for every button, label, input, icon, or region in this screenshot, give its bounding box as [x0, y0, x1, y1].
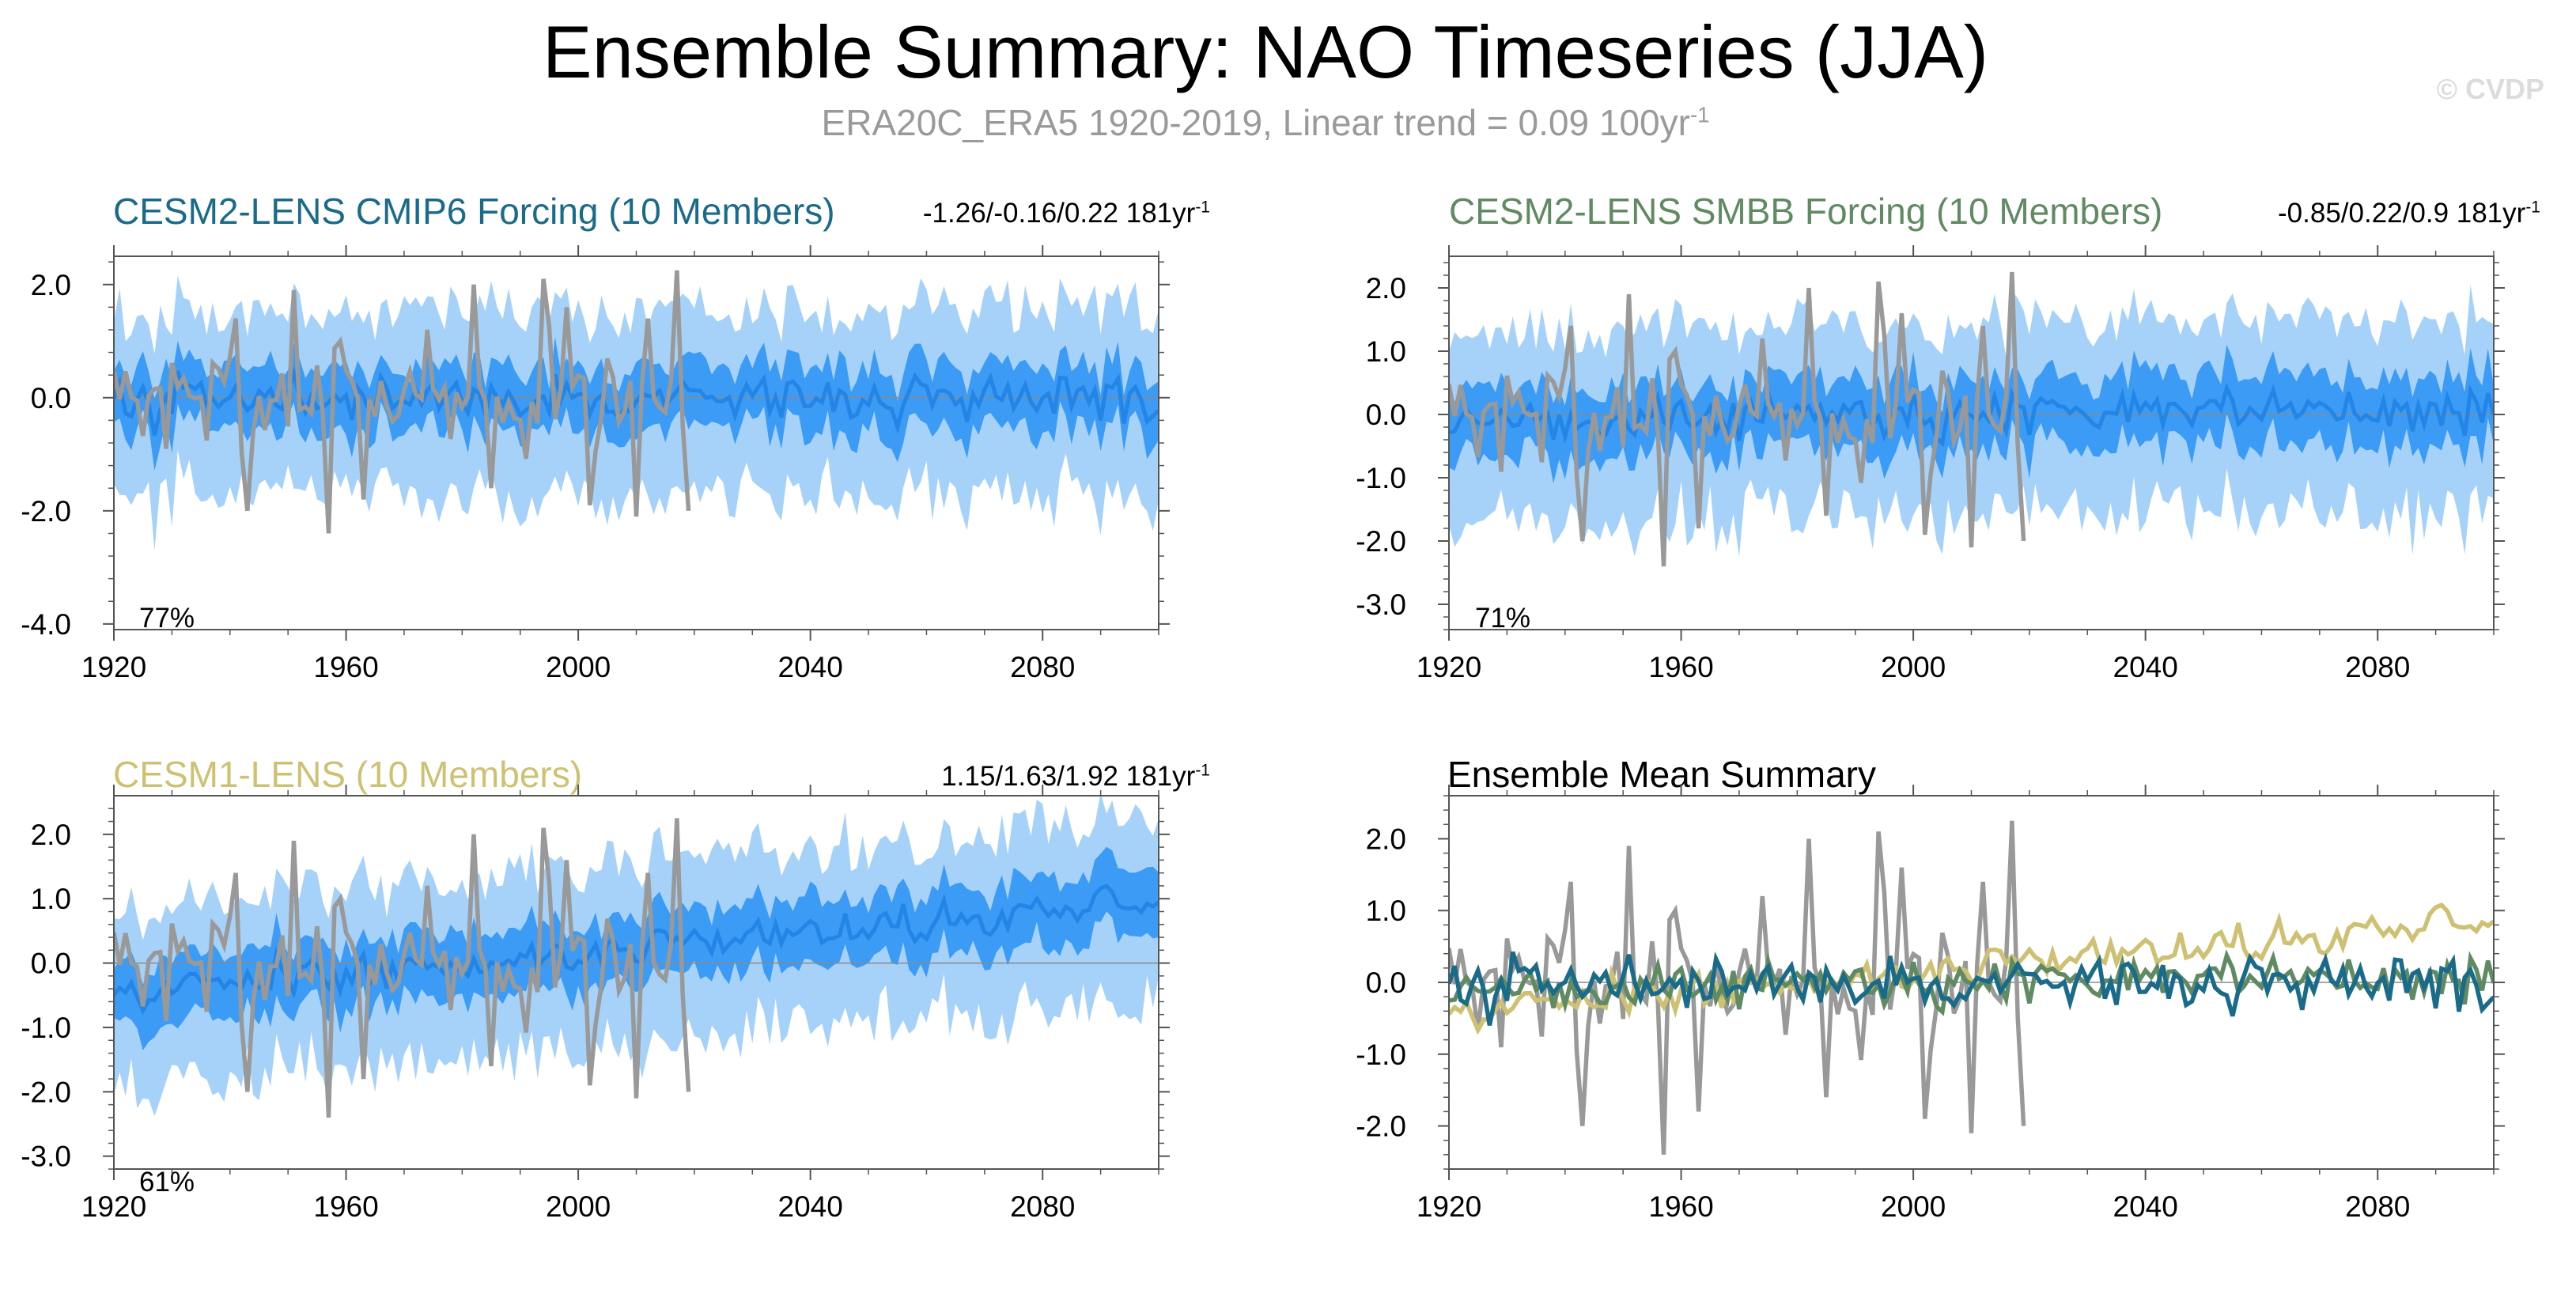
x-tick-label-smbb-2040: 2040	[2113, 651, 2178, 683]
figure-subtitle: ERA20C_ERA5 1920-2019, Linear trend = 0.…	[0, 101, 2531, 144]
y-tick-label-lens1-2: 0.0	[31, 948, 71, 980]
x-tick-label-lens1-2040: 2040	[778, 1190, 843, 1223]
y-tick-label-smbb-1: 1.0	[1366, 335, 1406, 368]
panel-percent-cmip6: 77%	[139, 603, 195, 634]
mean-line-lens1	[1449, 902, 2494, 1035]
panel-trend-lens1: 1.15/1.63/1.92 181yr-1	[941, 761, 1210, 793]
y-tick-label-cmip6-2: -2.0	[21, 495, 71, 528]
x-tick-label-lens1-2080: 2080	[1010, 1190, 1075, 1223]
y-tick-label-smbb-4: -2.0	[1356, 525, 1406, 558]
cvdp-watermark: © CVDP	[2436, 73, 2544, 105]
x-tick-label-lens1-2000: 2000	[546, 1190, 611, 1223]
x-tick-label-summary-2040: 2040	[2113, 1190, 2178, 1223]
mean-line-cmip6	[1449, 951, 2494, 1026]
y-tick-label-lens1-0: 2.0	[31, 819, 71, 851]
panel-title-lens1: CESM1-LENS (10 Members)	[113, 754, 583, 795]
panel-trend-smbb-text: -0.85/0.22/0.9 181yr	[2278, 198, 2526, 229]
panel-trend-lens1-text: 1.15/1.63/1.92 181yr	[941, 761, 1196, 792]
y-tick-label-smbb-3: -1.0	[1356, 462, 1406, 494]
y-tick-label-smbb-0: 2.0	[1366, 272, 1406, 305]
panel-trend-smbb-exponent: -1	[2525, 198, 2540, 217]
y-tick-label-smbb-2: 0.0	[1366, 399, 1406, 431]
observed-line-lens1	[114, 818, 691, 1118]
observed-line-cmip6	[114, 270, 691, 534]
figure-subtitle-text: ERA20C_ERA5 1920-2019, Linear trend = 0.…	[821, 102, 1690, 143]
x-tick-label-summary-1920: 1920	[1417, 1190, 1481, 1223]
x-tick-label-cmip6-2080: 2080	[1010, 651, 1075, 683]
y-tick-label-cmip6-0: 2.0	[31, 269, 71, 301]
x-tick-label-summary-1960: 1960	[1648, 1190, 1713, 1223]
y-tick-label-lens1-3: -1.0	[21, 1012, 71, 1044]
y-tick-label-summary-2: 0.0	[1366, 967, 1406, 999]
figure-title: Ensemble Summary: NAO Timeseries (JJA)	[542, 10, 1989, 93]
panel-title-summary: Ensemble Mean Summary	[1447, 754, 1876, 795]
x-tick-label-lens1-1920: 1920	[81, 1190, 146, 1223]
y-tick-label-summary-4: -2.0	[1356, 1111, 1406, 1143]
x-tick-label-summary-2080: 2080	[2345, 1190, 2410, 1223]
x-tick-label-cmip6-1920: 1920	[81, 651, 146, 683]
x-tick-label-summary-2000: 2000	[1881, 1190, 1946, 1223]
y-tick-label-lens1-4: -2.0	[21, 1076, 71, 1108]
x-tick-label-cmip6-2000: 2000	[546, 651, 611, 683]
y-tick-label-summary-0: 2.0	[1366, 823, 1406, 855]
panel-title-smbb: CESM2-LENS SMBB Forcing (10 Members)	[1449, 191, 2163, 232]
x-tick-label-lens1-1960: 1960	[313, 1190, 378, 1223]
panel-percent-lens1: 61%	[139, 1167, 195, 1198]
panel-trend-smbb: -0.85/0.22/0.9 181yr-1	[2278, 198, 2540, 229]
x-tick-label-smbb-2000: 2000	[1881, 651, 1946, 683]
plot-area-lens1	[114, 796, 1159, 1118]
x-tick-label-smbb-2080: 2080	[2345, 651, 2410, 683]
x-tick-label-smbb-1960: 1960	[1648, 651, 1713, 683]
panel-trend-cmip6-text: -1.26/-0.16/0.22 181yr	[922, 198, 1196, 229]
y-tick-label-summary-1: 1.0	[1366, 895, 1406, 927]
plot-area-summary	[1449, 820, 2494, 1155]
y-tick-label-lens1-5: -3.0	[21, 1141, 71, 1173]
y-tick-label-smbb-5: -3.0	[1356, 588, 1406, 621]
panel-trend-cmip6-exponent: -1	[1195, 198, 1210, 217]
y-tick-label-summary-3: -1.0	[1356, 1039, 1406, 1071]
panel-percent-smbb: 71%	[1475, 603, 1531, 634]
panel-trend-lens1-exponent: -1	[1195, 761, 1210, 780]
ensemble-iqr-band-lens1	[114, 846, 1159, 1050]
x-tick-label-cmip6-2040: 2040	[778, 651, 843, 683]
x-tick-label-smbb-1920: 1920	[1417, 651, 1481, 683]
figure-subtitle-exponent: -1	[1689, 102, 1710, 127]
panel-title-cmip6: CESM2-LENS CMIP6 Forcing (10 Members)	[113, 191, 835, 232]
y-tick-label-cmip6-1: 0.0	[31, 382, 71, 414]
y-tick-label-lens1-1: 1.0	[31, 883, 71, 915]
observed-line-smbb	[1449, 271, 2026, 567]
plot-area-smbb	[1449, 271, 2494, 567]
x-tick-label-cmip6-1960: 1960	[313, 651, 378, 683]
panel-trend-cmip6: -1.26/-0.16/0.22 181yr-1	[923, 198, 1210, 229]
plot-area-cmip6	[114, 270, 1159, 551]
y-tick-label-cmip6-3: -4.0	[21, 608, 71, 641]
